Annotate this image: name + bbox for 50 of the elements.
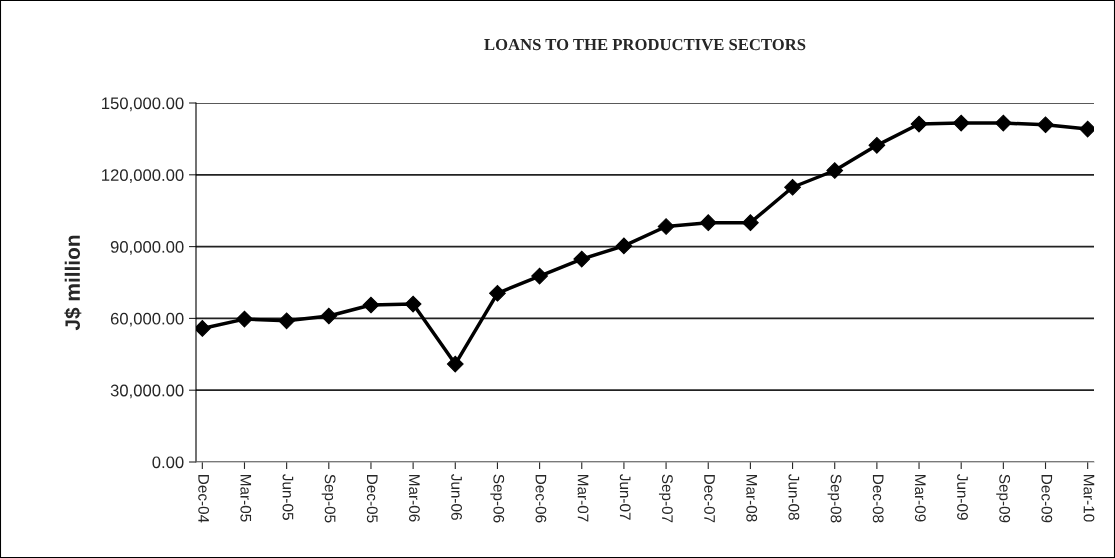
x-tick-label: Dec-07 — [704, 475, 715, 523]
point — [320, 307, 338, 325]
x-tick-label: Jun-07 — [619, 474, 631, 520]
x-tick-label: Dec-04 — [198, 475, 210, 523]
x-tick-label: Sep-06 — [490, 474, 505, 523]
x-tick-label: Mar-10 — [1083, 475, 1095, 522]
y-tick-label: 60,000.00 — [110, 312, 184, 327]
x-tick-label: Mar-08 — [746, 475, 758, 522]
point — [1037, 116, 1054, 134]
point — [742, 214, 759, 232]
y-tick-label: 120,000.00 — [102, 169, 184, 183]
x-tick-label: Mar-05 — [240, 475, 252, 522]
x-tick-label: Dec-08 — [872, 475, 884, 523]
point — [278, 312, 296, 330]
y-tick-label: 0.00 — [152, 456, 184, 469]
x-tick-label: Jun-05 — [282, 474, 294, 520]
x-tick-label: Mar-06 — [409, 475, 420, 522]
y-tick-label: 30,000.00 — [110, 384, 184, 399]
x-tick-label: Jun-09 — [957, 474, 968, 520]
point — [826, 162, 844, 179]
point — [699, 214, 717, 232]
point — [531, 267, 548, 285]
point — [910, 115, 928, 133]
x-tick-label: Mar-07 — [577, 475, 589, 522]
point — [784, 178, 801, 196]
x-tick-label: Jun-08 — [788, 474, 800, 520]
x-tick-label: Sep-08 — [827, 474, 842, 523]
x-tick-label: Mar-09 — [914, 475, 926, 522]
point — [615, 237, 633, 255]
point — [362, 296, 380, 314]
x-tick-label: Jun-06 — [451, 474, 462, 520]
point — [489, 284, 506, 302]
point — [657, 218, 675, 235]
y-tick-label: 90,000.00 — [110, 241, 184, 255]
point — [573, 250, 591, 268]
x-tick-label: Dec-06 — [535, 475, 547, 523]
point — [952, 114, 970, 132]
point — [446, 355, 464, 373]
point — [868, 136, 886, 154]
y-axis-title: J$ million — [64, 235, 82, 331]
chart-title: LOANS TO THE PRODUCTIVE SECTORS — [484, 38, 806, 51]
x-tick-label: Dec-05 — [366, 475, 378, 523]
point — [236, 310, 253, 328]
x-tick-label: Sep-09 — [996, 474, 1011, 523]
point — [404, 295, 422, 313]
y-tick-label: 150,000.00 — [102, 97, 184, 112]
x-tick-label: Sep-05 — [321, 474, 336, 523]
x-tick-label: Dec-09 — [1041, 475, 1053, 523]
point — [994, 114, 1012, 132]
x-tick-label: Sep-07 — [658, 474, 673, 523]
